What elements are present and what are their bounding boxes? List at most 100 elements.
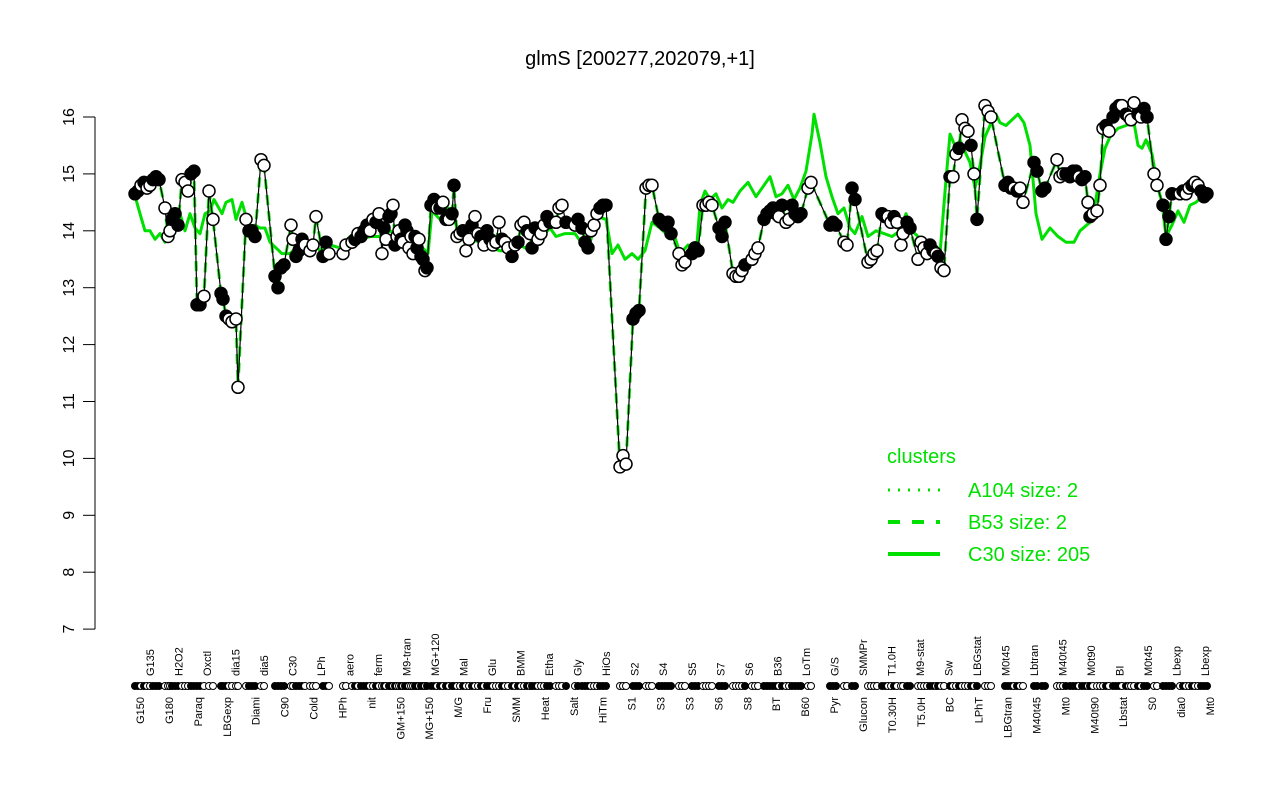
data-point <box>229 312 243 326</box>
data-point <box>829 218 843 232</box>
x-label-bottom: Mt0 <box>1060 697 1072 715</box>
x-label-top: M9-stat <box>915 639 927 676</box>
data-point <box>937 263 951 278</box>
x-label-bottom: C90 <box>280 697 292 717</box>
data-point <box>309 209 323 224</box>
data-point <box>632 303 646 318</box>
data-point <box>718 215 732 230</box>
data-markers <box>128 96 1214 474</box>
y-tick-label: 7 <box>61 625 78 634</box>
data-point <box>715 229 729 244</box>
x-label-top: dia5 <box>259 655 271 676</box>
data-point <box>505 249 519 264</box>
x-label-bottom: nit <box>366 697 378 709</box>
x-label-top: H2O2 <box>174 647 186 676</box>
legend-entry-c30: C30 size: 205 <box>968 544 1090 566</box>
data-point <box>231 380 245 395</box>
x-label-bottom: S8 <box>742 697 754 710</box>
x-label-top: B36 <box>772 656 784 676</box>
data-point <box>1156 198 1170 212</box>
data-point <box>952 141 966 156</box>
legend-entry-b53: B53 size: 2 <box>968 512 1067 534</box>
x-label-bottom: dia0 <box>1176 697 1188 718</box>
cluster-line-c30 <box>134 112 1208 261</box>
data-point <box>1162 209 1176 224</box>
data-point <box>158 201 172 215</box>
data-point <box>581 241 595 255</box>
x-label-bottom: LBGtran <box>1003 697 1015 738</box>
x-label-bottom: S1 <box>627 697 639 710</box>
x-label-top: Sw <box>943 661 955 676</box>
data-point <box>845 181 859 195</box>
data-point <box>678 255 692 269</box>
data-point <box>468 209 482 224</box>
data-point <box>1013 181 1027 195</box>
data-point <box>794 206 808 221</box>
x-label-bottom: LPhT <box>974 697 986 724</box>
x-label-bottom: LBGexp <box>222 697 234 737</box>
y-tick-label: 16 <box>61 108 78 126</box>
x-label-top: T1.0H <box>886 646 898 676</box>
x-label-top: M0t45 <box>1000 645 1012 676</box>
x-label-bottom: Salt <box>569 697 581 716</box>
data-point <box>459 243 473 258</box>
x-label-bottom: Pyr <box>829 697 841 714</box>
legend-title: clusters <box>887 446 956 468</box>
data-point <box>1159 232 1173 247</box>
data-point <box>705 198 719 212</box>
data-point <box>511 235 525 249</box>
y-tick-label: 14 <box>61 222 78 240</box>
data-point <box>599 198 613 212</box>
y-tick-label: 12 <box>61 336 78 354</box>
data-point <box>970 212 984 227</box>
x-label-top: SMMPr <box>858 639 870 676</box>
x-label-top: Glu <box>487 659 499 676</box>
x-label-bottom: T0.30H <box>887 697 899 733</box>
x-label-bottom: Diami <box>251 697 263 725</box>
x-label-bottom: MG+150 <box>424 697 436 740</box>
data-point <box>804 175 818 190</box>
x-label-top: BMM <box>516 650 528 676</box>
x-label-bottom: Paraq <box>193 697 205 726</box>
x-label-bottom: BT <box>771 697 783 711</box>
x-label-bottom: Cold <box>309 697 321 720</box>
data-point <box>181 184 195 198</box>
data-point <box>664 226 678 241</box>
x-label-top: M0t45 <box>1143 645 1155 676</box>
data-point <box>661 215 675 230</box>
data-point <box>386 198 400 212</box>
data-point <box>248 229 262 244</box>
data-point <box>171 218 185 232</box>
x-axis-labels: G135 H2O2 Oxctl dia15 dia5 C30 LPh aero ferm M9-t… <box>131 634 1217 740</box>
x-label-top: Lbexp <box>1171 646 1183 676</box>
data-point <box>1150 178 1164 193</box>
data-point <box>1078 169 1092 184</box>
data-point <box>412 232 426 247</box>
data-point <box>1140 110 1154 124</box>
x-label-bottom: SMM <box>511 697 523 723</box>
x-label-top: LBGstat <box>972 636 984 676</box>
y-tick-label: 15 <box>61 165 78 183</box>
data-point <box>1016 195 1030 210</box>
data-point <box>848 192 862 207</box>
expression-line <box>133 96 1209 468</box>
data-point <box>691 243 705 258</box>
data-point <box>751 241 765 255</box>
data-point <box>840 238 854 252</box>
data-point <box>964 138 978 153</box>
x-label-top: MG+120 <box>430 634 442 677</box>
x-label-bottom: T5.0H <box>916 697 928 727</box>
y-tick-label: 11 <box>61 393 78 410</box>
data-point <box>202 184 216 198</box>
data-point <box>619 457 633 471</box>
data-point <box>931 249 945 264</box>
x-label-bottom: S3 <box>656 697 668 710</box>
x-label-bottom: M40t45 <box>1031 697 1043 734</box>
data-point <box>306 238 320 252</box>
data-point <box>152 172 166 187</box>
legend-entry-a104: A104 size: 2 <box>968 480 1078 502</box>
x-label-bottom: S0 <box>1147 697 1159 710</box>
data-point <box>284 218 298 232</box>
x-label-bottom: Glucon <box>858 697 870 732</box>
